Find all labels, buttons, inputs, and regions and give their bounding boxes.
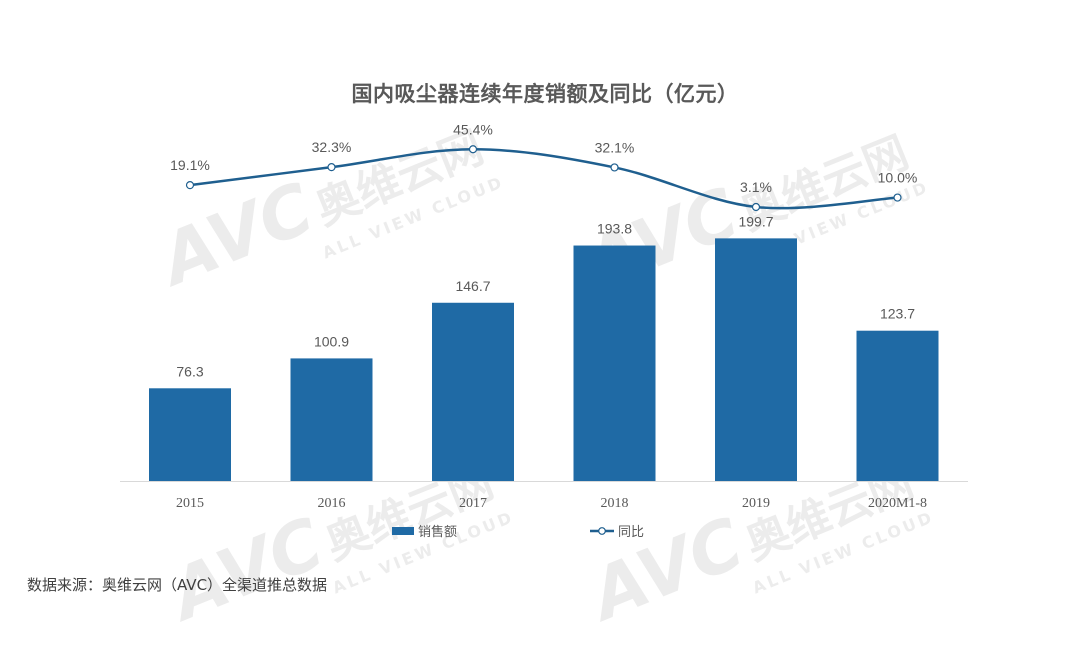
bar-sales [290,358,373,481]
x-tick-label: 2017 [459,496,487,511]
bar-value-label: 123.7 [880,306,915,322]
line-marker-icon [590,526,614,535]
bar-sales [856,330,939,481]
x-tick-label: 2016 [318,496,346,511]
legend-item-sales: 销售额 [392,521,457,540]
bar-sales [149,388,231,481]
bar-value-label: 193.8 [597,221,632,237]
yoy-value-label: 32.1% [595,139,635,155]
bar-value-label: 146.7 [455,278,490,294]
x-tick-label: 2019 [742,496,770,511]
yoy-point-marker [751,202,761,212]
bar-value-label: 199.7 [738,213,773,229]
x-tick-label: 2015 [176,496,204,511]
legend-label-yoy: 同比 [618,525,645,540]
x-tick-label: 2018 [601,496,629,511]
chart-legend: 销售额 同比 [0,521,1080,541]
bar-sales [715,238,797,481]
bar-sales [573,245,656,481]
x-tick-label: 2020M1-8 [868,496,927,511]
bar-value-label: 100.9 [314,333,349,349]
yoy-value-label: 32.3% [312,139,352,155]
yoy-point-marker [893,193,902,202]
bar-sales [432,302,514,481]
yoy-point-marker [327,163,336,172]
yoy-point-marker [185,181,195,190]
yoy-point-marker [610,163,619,172]
yoy-value-label: 19.1% [170,157,210,173]
data-source-note: 数据来源：奥维云网（AVC）全渠道推总数据 [27,576,328,594]
legend-label-sales: 销售额 [418,525,458,540]
bar-swatch-icon [392,526,414,535]
yoy-value-label: 45.4% [453,121,493,137]
yoy-point-marker [468,145,478,154]
yoy-value-label: 3.1% [740,179,772,195]
bar-value-label: 76.3 [176,363,203,379]
yoy-line [189,148,898,210]
chart-plot: 76.3 2015 100.9 2016 146.7 2017 193.8 2018 199.7… [120,121,968,511]
legend-item-yoy: 同比 [590,521,644,540]
yoy-value-label: 10.0% [878,170,918,186]
chart-title: 国内吸尘器连续年度销额及同比（亿元） [351,82,739,106]
